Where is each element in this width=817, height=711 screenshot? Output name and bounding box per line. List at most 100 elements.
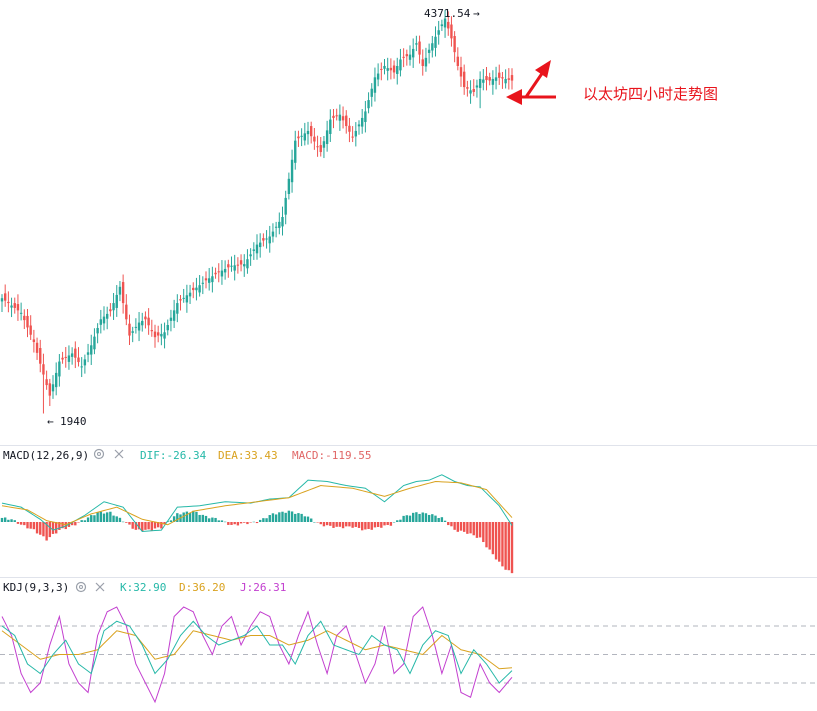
- candle-body: [294, 140, 297, 163]
- macd-histogram-bar: [475, 522, 479, 538]
- macd-histogram-bar: [383, 522, 386, 526]
- macd-histogram-bar: [498, 522, 501, 562]
- candle-body: [440, 24, 444, 27]
- macd-histogram-bar: [297, 513, 300, 522]
- candle-body: [80, 366, 83, 368]
- candle-body: [485, 76, 488, 81]
- candle-body: [61, 357, 64, 360]
- macd-histogram-bar: [102, 513, 106, 522]
- macd-histogram-bar: [172, 516, 176, 522]
- macd-histogram-bar: [357, 522, 361, 528]
- candle-body: [188, 292, 192, 297]
- macd-histogram-bar: [144, 522, 147, 530]
- annotation-pointer-head: [506, 89, 522, 105]
- macd-histogram-bar: [137, 522, 141, 530]
- macd-histogram-bar: [453, 522, 456, 530]
- candle-body: [239, 260, 243, 265]
- macd-histogram-bar: [35, 522, 39, 534]
- macd-histogram-bar: [7, 519, 10, 522]
- macd-histogram-bar: [70, 522, 74, 526]
- candle-body: [179, 299, 182, 301]
- candle-body: [351, 136, 354, 138]
- macd-histogram-bar: [54, 522, 58, 534]
- candle-body: [494, 77, 498, 81]
- macd-histogram-bar: [163, 522, 166, 525]
- candle-body: [163, 332, 166, 339]
- candle-body: [201, 282, 205, 284]
- kdj-d-value: D:36.20: [179, 581, 225, 594]
- low-price-value: 1940: [60, 415, 87, 428]
- macd-histogram-bar: [83, 520, 87, 522]
- candle-body: [99, 319, 103, 325]
- candle-body: [367, 100, 370, 109]
- macd-histogram-bar: [93, 515, 96, 522]
- macd-histogram-bar: [86, 517, 90, 522]
- macd-histogram-bar: [351, 522, 354, 528]
- macd-histogram-bar: [281, 511, 284, 522]
- arrow-left-icon: ←: [47, 415, 54, 428]
- candle-body: [392, 65, 396, 73]
- candle-body: [51, 384, 55, 392]
- macd-histogram-bar: [16, 522, 20, 524]
- macd-histogram-bar: [3, 517, 7, 522]
- macd-histogram-bar: [466, 522, 469, 534]
- gear-icon[interactable]: [93, 448, 105, 460]
- macd-hist-value: MACD:-119.55: [292, 449, 371, 462]
- macd-histogram-bar: [389, 522, 393, 526]
- macd-histogram-bar: [134, 522, 138, 530]
- macd-histogram-bar: [427, 514, 431, 522]
- candle-body: [102, 316, 106, 324]
- candle-body: [137, 322, 141, 331]
- candle-body: [147, 317, 150, 326]
- macd-histogram-bar: [121, 521, 125, 523]
- candle-body: [408, 54, 412, 60]
- candle-body: [211, 276, 214, 283]
- macd-histogram-bar: [188, 512, 192, 522]
- candle-body: [125, 304, 128, 320]
- macd-histogram-bar: [42, 522, 45, 537]
- macd-histogram-bar: [415, 512, 418, 522]
- candle-body: [118, 286, 122, 295]
- candle-body: [7, 301, 10, 304]
- gear-icon[interactable]: [75, 581, 87, 593]
- macd-histogram-bar: [160, 522, 163, 529]
- macd-histogram-bar: [408, 515, 412, 522]
- candle-body: [217, 271, 220, 273]
- candle-body: [472, 89, 475, 92]
- candle-body: [453, 36, 456, 53]
- macd-histogram-bar: [220, 520, 224, 522]
- candle-body: [246, 259, 249, 269]
- candle-body: [373, 77, 377, 93]
- candle-body: [93, 336, 96, 350]
- candle-body: [510, 75, 514, 81]
- macd-histogram-bar: [341, 522, 345, 529]
- candle-body: [262, 238, 265, 241]
- candle-body: [411, 48, 415, 58]
- macd-histogram-bar: [223, 521, 227, 523]
- candle-body: [338, 114, 342, 121]
- kdj-k-value: K:32.90: [120, 581, 166, 594]
- macd-histogram-bar: [45, 522, 48, 541]
- close-icon[interactable]: [95, 582, 105, 592]
- macd-histogram-bar: [504, 522, 507, 570]
- macd-histogram-bar: [265, 518, 268, 522]
- candle-body: [182, 297, 185, 299]
- macd-histogram-bar: [125, 522, 128, 523]
- candle-body: [431, 43, 434, 51]
- candle-body: [309, 126, 313, 137]
- candle-body: [383, 65, 386, 69]
- macd-histogram-bar: [309, 518, 313, 522]
- macd-histogram-bar: [51, 522, 55, 534]
- candle-body: [268, 236, 271, 244]
- macd-histogram-bar: [459, 522, 463, 531]
- macd-histogram-bar: [348, 522, 351, 527]
- macd-histogram-bar: [169, 520, 173, 522]
- candle-body: [335, 115, 338, 117]
- candle-body: [58, 361, 61, 377]
- macd-histogram-bar: [332, 522, 335, 528]
- close-icon[interactable]: [114, 449, 124, 459]
- candle-body: [357, 124, 361, 127]
- macd-histogram-bar: [131, 522, 134, 529]
- macd-histogram-bar: [150, 522, 154, 531]
- candle-body: [478, 78, 482, 88]
